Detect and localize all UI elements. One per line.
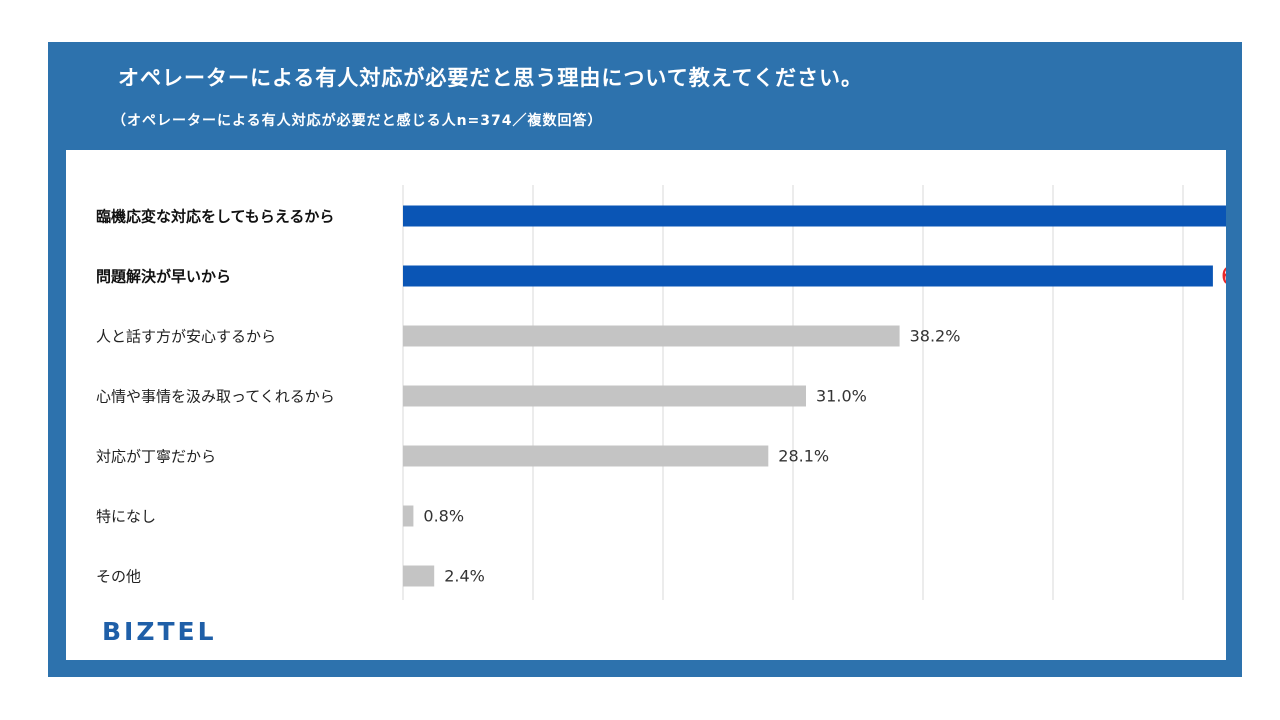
category-label: その他 xyxy=(96,567,142,586)
biztel-logo: BIZTEL xyxy=(102,617,217,646)
bar xyxy=(403,325,900,347)
value-label: 28.1% xyxy=(778,447,829,466)
bar xyxy=(403,205,1226,227)
category-label: 問題解決が早いから xyxy=(96,267,232,286)
bar xyxy=(403,445,769,467)
bar-chart: 67.4%62.3%38.2%31.0%28.1%0.8%2.4% xyxy=(402,185,1226,600)
category-label: 人と話す方が安心するから xyxy=(96,327,277,346)
bar xyxy=(403,265,1213,287)
chart-title: オペレーターによる有人対応が必要だと思う理由について教えてください。 xyxy=(118,66,864,90)
chart-frame: オペレーターによる有人対応が必要だと思う理由について教えてください。 （オペレー… xyxy=(48,42,1242,677)
chart-panel: 67.4%62.3%38.2%31.0%28.1%0.8%2.4% BIZTEL… xyxy=(66,150,1226,660)
category-label: 対応が丁寧だから xyxy=(96,447,217,466)
category-label: 臨機応変な対応をしてもらえるから xyxy=(96,207,335,226)
value-label: 38.2% xyxy=(910,327,961,346)
bar xyxy=(403,505,414,527)
bar xyxy=(403,565,435,587)
category-label: 特になし xyxy=(96,507,157,526)
value-label: 62.3% xyxy=(1221,262,1226,290)
value-label: 2.4% xyxy=(444,567,485,586)
value-label: 0.8% xyxy=(423,507,464,526)
chart-subtitle: （オペレーターによる有人対応が必要だと感じる人n=374／複数回答） xyxy=(112,113,603,129)
value-label: 31.0% xyxy=(816,387,867,406)
bar xyxy=(403,385,806,407)
category-label: 心情や事情を汲み取ってくれるから xyxy=(96,387,335,406)
